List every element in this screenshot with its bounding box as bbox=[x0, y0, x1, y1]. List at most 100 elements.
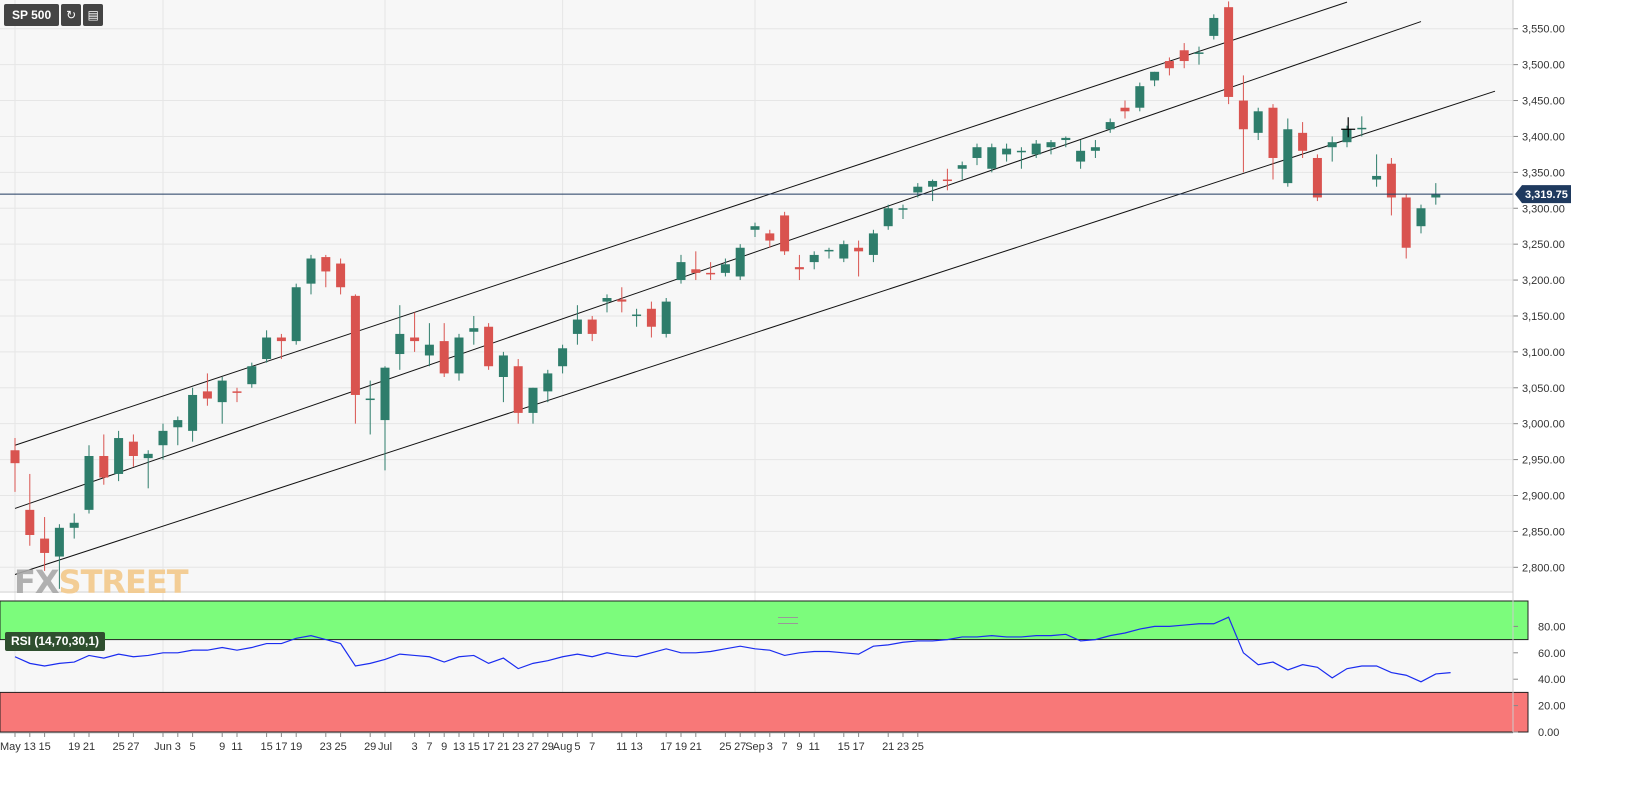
candle-body bbox=[750, 226, 760, 230]
candle-body bbox=[469, 328, 479, 332]
candle-body bbox=[69, 522, 79, 528]
time-tick-label: 13 bbox=[24, 741, 36, 753]
time-tick-label: Jul bbox=[378, 741, 392, 753]
candle-body bbox=[1253, 111, 1263, 133]
current-price-label: 3,319.75 bbox=[1525, 189, 1568, 201]
candle-body bbox=[439, 341, 449, 374]
time-tick-label: 19 bbox=[290, 741, 302, 753]
time-tick-label: 27 bbox=[127, 741, 139, 753]
price-tick-label: 3,350.00 bbox=[1522, 167, 1565, 179]
time-tick-label: 25 bbox=[912, 741, 924, 753]
channel-line bbox=[14, 90, 1496, 575]
candle-body bbox=[1209, 17, 1219, 36]
candle-body bbox=[484, 326, 494, 367]
candle-body bbox=[1016, 150, 1026, 153]
symbol-label[interactable]: SP 500 bbox=[4, 4, 60, 26]
candle-body bbox=[1076, 150, 1086, 162]
rsi-tick-label: 20.00 bbox=[1538, 701, 1566, 713]
candle-body bbox=[558, 348, 568, 367]
time-tick-label: 27 bbox=[527, 741, 539, 753]
candle-body bbox=[646, 308, 656, 327]
candle-body bbox=[883, 208, 893, 227]
candle-body bbox=[99, 455, 109, 478]
time-tick-label: 3 bbox=[412, 741, 418, 753]
time-tick-label: 11 bbox=[616, 741, 627, 753]
time-tick-label: 7 bbox=[589, 741, 595, 753]
time-tick-label: 23 bbox=[320, 741, 332, 753]
candle-body bbox=[1312, 157, 1322, 198]
candle-body bbox=[928, 180, 938, 187]
candle-body bbox=[158, 430, 168, 446]
candle-body bbox=[706, 272, 716, 275]
candle-body bbox=[306, 258, 316, 284]
candle-body bbox=[454, 337, 464, 374]
candle-body bbox=[1090, 147, 1100, 151]
time-tick-label: Sep bbox=[745, 741, 765, 753]
time-tick-label: 23 bbox=[897, 741, 909, 753]
time-tick-label: 19 bbox=[675, 741, 687, 753]
time-tick-label: Aug bbox=[553, 741, 573, 753]
candle-body bbox=[1372, 175, 1382, 180]
price-tick-label: 3,100.00 bbox=[1522, 347, 1565, 359]
candle-body bbox=[365, 398, 375, 401]
price-tick-label: 2,950.00 bbox=[1522, 455, 1565, 467]
rsi-oversold-zone bbox=[0, 691, 1529, 733]
time-tick-label: 25 bbox=[334, 741, 346, 753]
candle-body bbox=[1268, 107, 1278, 158]
time-tick-label: 9 bbox=[441, 741, 447, 753]
time-tick-label: 7 bbox=[782, 741, 788, 753]
candle-body bbox=[1135, 86, 1145, 108]
candle-body bbox=[350, 295, 360, 395]
candle-body bbox=[913, 186, 923, 193]
candle-body bbox=[410, 337, 420, 342]
candle-body bbox=[321, 257, 331, 272]
candle-body bbox=[1416, 208, 1426, 227]
price-tick-label: 3,550.00 bbox=[1522, 24, 1565, 36]
price-tick-label: 3,200.00 bbox=[1522, 275, 1565, 287]
candle-body bbox=[336, 263, 346, 288]
rsi-tick-label: 0.00 bbox=[1538, 727, 1559, 739]
candle-body bbox=[602, 298, 612, 302]
candle-body bbox=[972, 147, 982, 158]
pane-divider-handle[interactable] bbox=[778, 617, 798, 624]
time-tick-label: 15 bbox=[468, 741, 480, 753]
candle-body bbox=[424, 344, 434, 356]
candle-body bbox=[247, 366, 257, 385]
channel-line bbox=[14, 21, 1422, 509]
time-tick-label: 17 bbox=[275, 741, 287, 753]
candle-body bbox=[676, 262, 686, 281]
candle-body bbox=[1046, 142, 1056, 148]
time-tick-label: 17 bbox=[852, 741, 864, 753]
fxstreet-watermark: FXSTREET bbox=[14, 563, 189, 601]
refresh-icon[interactable]: ↻ bbox=[61, 4, 82, 26]
candle-body bbox=[1150, 71, 1160, 81]
bars-icon[interactable]: ▤ bbox=[83, 4, 104, 26]
time-tick-label: 21 bbox=[690, 741, 702, 753]
time-tick-label: 25 bbox=[112, 741, 124, 753]
time-tick-label: 15 bbox=[38, 741, 50, 753]
time-tick-label: 11 bbox=[808, 741, 819, 753]
time-tick-label: 13 bbox=[453, 741, 465, 753]
candle-body bbox=[942, 179, 952, 182]
candle-body bbox=[632, 314, 642, 317]
candle-body bbox=[1357, 127, 1367, 130]
candle-body bbox=[735, 247, 745, 277]
symbol-toolbar: SP 500 ↻ ▤ bbox=[4, 4, 104, 26]
candle-body bbox=[780, 215, 790, 252]
candle-body bbox=[40, 538, 50, 553]
candle-body bbox=[1327, 142, 1337, 148]
candle-body bbox=[1061, 137, 1071, 141]
candle-body bbox=[1283, 129, 1293, 184]
candle-body bbox=[617, 299, 627, 302]
time-tick-label: 29 bbox=[364, 741, 376, 753]
candle-body bbox=[854, 247, 864, 252]
time-tick-label: 3 bbox=[175, 741, 181, 753]
candle-body bbox=[276, 337, 286, 342]
candle-body bbox=[217, 380, 227, 403]
candle-body bbox=[572, 319, 582, 334]
rsi-label[interactable]: RSI (14,70,30,1) bbox=[5, 632, 106, 651]
candle-body bbox=[661, 301, 671, 334]
time-tick-label: 21 bbox=[83, 741, 95, 753]
candle-body bbox=[1238, 100, 1248, 130]
